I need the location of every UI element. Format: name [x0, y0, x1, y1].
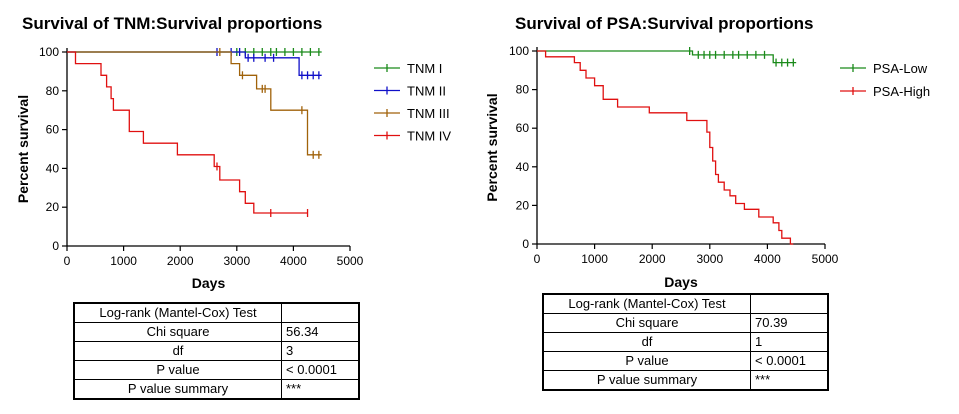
table-value-cell: 70.39 — [750, 313, 829, 333]
table-header-cell: Log-rank (Mantel-Cox) Test — [542, 293, 751, 314]
legend-label: PSA-Low — [873, 61, 928, 76]
y-tick-label: 20 — [516, 198, 530, 212]
legend-label: TNM IV — [407, 129, 451, 144]
y-tick-label: 60 — [516, 121, 530, 135]
series-line-0 — [537, 50, 797, 64]
table-row: df 3 — [73, 341, 360, 361]
table-row: P value < 0.0001 — [73, 360, 360, 380]
x-tick-label: 3000 — [696, 252, 723, 266]
series-line-1 — [537, 50, 794, 245]
table-label-cell: df — [73, 341, 282, 361]
x-tick-label: 0 — [64, 254, 71, 268]
table-label-cell: P value — [542, 351, 751, 371]
x-tick-label: 5000 — [337, 254, 364, 268]
table-label-cell: Chi square — [73, 322, 282, 342]
x-tick-label: 1000 — [110, 254, 137, 268]
y-tick-label: 60 — [46, 123, 60, 137]
y-tick-label: 20 — [46, 200, 60, 214]
table-value-cell: < 0.0001 — [281, 360, 360, 380]
table-value-cell: *** — [750, 370, 829, 391]
table-label-cell: P value summary — [73, 379, 282, 400]
tnm-logrank-table: Log-rank (Mantel-Cox) Test Chi square 56… — [73, 302, 360, 400]
x-tick-label: 4000 — [280, 254, 307, 268]
table-row: P value summary *** — [542, 370, 829, 391]
chart-title: Survival of TNM:Survival proportions — [22, 14, 322, 33]
x-tick-label: 0 — [534, 252, 541, 266]
table-header-cell: Log-rank (Mantel-Cox) Test — [73, 302, 282, 323]
table-value-cell: 1 — [750, 332, 829, 352]
series-line-3 — [67, 51, 308, 214]
table-label-cell: P value — [73, 360, 282, 380]
table-cell — [750, 293, 829, 314]
table-value-cell: 56.34 — [281, 322, 360, 342]
legend-label: TNM II — [407, 84, 446, 99]
table-row: P value summary *** — [73, 379, 360, 400]
y-tick-label: 100 — [39, 45, 59, 59]
series-line-1 — [67, 51, 322, 76]
x-axis-label: Days — [192, 275, 226, 291]
x-tick-label: 2000 — [639, 252, 666, 266]
x-tick-label: 2000 — [167, 254, 194, 268]
table-value-cell: *** — [281, 379, 360, 400]
x-tick-label: 5000 — [812, 252, 839, 266]
tnm-survival-panel: Survival of TNM:Survival proportions 0 20 4… — [15, 14, 451, 400]
legend-label: PSA-High — [873, 84, 930, 99]
legend-label: TNM I — [407, 61, 442, 76]
y-tick-label: 40 — [516, 160, 530, 174]
table-row: Chi square 70.39 — [542, 313, 829, 333]
tnm-survival-chart: Survival of TNM:Survival proportions 0 20 4… — [15, 14, 451, 291]
legend-label: TNM III — [407, 106, 450, 121]
table-cell — [281, 302, 360, 323]
y-tick-label: 40 — [46, 161, 60, 175]
y-tick-label: 80 — [46, 84, 60, 98]
table-row: Log-rank (Mantel-Cox) Test — [542, 293, 829, 314]
table-row: df 1 — [542, 332, 829, 352]
x-tick-label: 4000 — [754, 252, 781, 266]
table-label-cell: df — [542, 332, 751, 352]
psa-logrank-table: Log-rank (Mantel-Cox) Test Chi square 70… — [542, 293, 829, 391]
table-value-cell: 3 — [281, 341, 360, 361]
psa-survival-panel: Survival of PSA:Survival proportions 0 20 4… — [480, 0, 959, 414]
chart-title: Survival of PSA:Survival proportions — [515, 14, 814, 33]
x-axis-label: Days — [664, 274, 698, 290]
table-label-cell: P value summary — [542, 370, 751, 391]
y-tick-label: 0 — [522, 237, 529, 251]
y-axis-label: Percent survival — [484, 93, 500, 201]
table-value-cell: < 0.0001 — [750, 351, 829, 371]
y-tick-label: 0 — [52, 239, 59, 253]
x-tick-label: 1000 — [581, 252, 608, 266]
x-tick-label: 3000 — [223, 254, 250, 268]
table-row: Chi square 56.34 — [73, 322, 360, 342]
y-tick-label: 100 — [509, 44, 529, 58]
series-line-2 — [67, 51, 322, 156]
table-row: Log-rank (Mantel-Cox) Test — [73, 302, 360, 323]
psa-survival-chart: Survival of PSA:Survival proportions 0 20 4… — [484, 14, 930, 290]
y-tick-label: 80 — [516, 83, 530, 97]
y-axis-label: Percent survival — [15, 95, 31, 203]
table-row: P value < 0.0001 — [542, 351, 829, 371]
table-label-cell: Chi square — [542, 313, 751, 333]
